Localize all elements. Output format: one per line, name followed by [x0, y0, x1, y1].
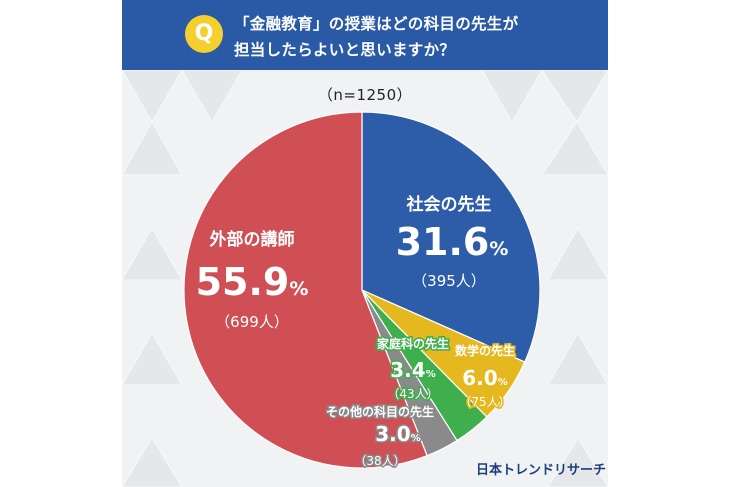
question-text-line2: 担当したらよいと思いますか？ — [234, 41, 456, 59]
slice-label-percent-4: 3.0% — [375, 422, 420, 446]
slice-label-count-2: （75人） — [459, 395, 510, 409]
slice-label-name-2: 数学の先生 — [455, 343, 515, 358]
pie-slice-1 — [361, 111, 541, 363]
slice-label-name-1: 社会の先生 — [406, 194, 492, 215]
slice-label-count-4: （38人） — [354, 454, 405, 468]
pie-slice-5 — [183, 111, 428, 469]
brand-logo-text: 日本トレンドリサーチ — [476, 463, 607, 478]
survey-card: Q 「金融教育」の授業はどの科目の先生が 担当したらよいと思いますか？ （n=1… — [122, 0, 608, 487]
question-header: Q 「金融教育」の授業はどの科目の先生が 担当したらよいと思いますか？ — [122, 0, 608, 70]
question-text-line1: 「金融教育」の授業はどの科目の先生が — [234, 15, 519, 33]
question-badge: Q — [185, 15, 223, 53]
pie-chart: 社会の先生31.6%（395人）数学の先生6.0%（75人）家庭科の先生3.4%… — [183, 111, 541, 470]
slice-label-count-3: （43人） — [387, 387, 438, 401]
slice-label-name-5: 外部の講師 — [210, 229, 295, 250]
slice-label-count-1: （395人） — [412, 272, 486, 290]
triangle-pattern-background — [122, 69, 608, 487]
slice-label-name-4: その他の科目の先生 — [326, 404, 434, 419]
sample-size: （n=1250） — [317, 86, 413, 104]
slice-label-name-3: 家庭科の先生 — [377, 336, 449, 351]
slice-label-count-5: （699人） — [215, 313, 289, 331]
